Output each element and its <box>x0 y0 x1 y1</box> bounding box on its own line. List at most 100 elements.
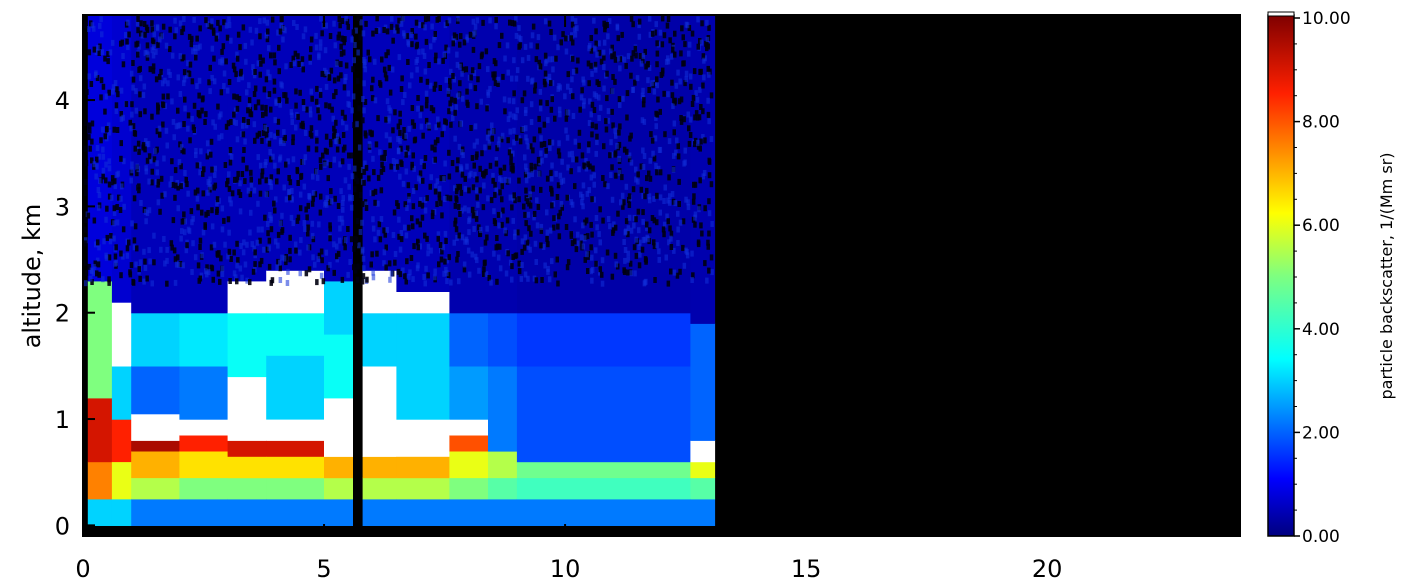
noise-speck <box>398 137 402 144</box>
noise-speck <box>204 211 208 218</box>
noise-speck <box>495 235 499 241</box>
noise-speck <box>460 234 465 241</box>
noise-speck <box>195 162 200 169</box>
noise-speck <box>387 115 391 122</box>
heatmap-cell <box>488 477 518 500</box>
heatmap-cell <box>516 477 692 500</box>
noise-speck <box>632 222 636 229</box>
noise-speck <box>503 176 508 183</box>
noise-speck <box>482 271 486 277</box>
noise-speck <box>598 266 602 273</box>
noise-speck <box>703 205 707 212</box>
noise-speck <box>84 217 88 223</box>
heatmap-cell <box>131 477 180 500</box>
noise-speck <box>111 84 116 91</box>
noise-speck <box>696 43 700 50</box>
noise-speck <box>507 149 512 156</box>
noise-speck <box>434 52 438 59</box>
noise-speck <box>528 246 532 253</box>
noise-speck <box>319 248 324 255</box>
noise-speck <box>280 254 284 261</box>
noise-speck <box>561 177 566 184</box>
noise-speck <box>497 42 502 49</box>
noise-speck <box>470 251 474 258</box>
heatmap-cell <box>227 456 267 479</box>
noise-speck <box>667 199 672 206</box>
noise-speck <box>107 193 112 200</box>
noise-speck <box>669 244 674 250</box>
noise-speck <box>655 219 659 226</box>
noise-speck <box>508 128 512 135</box>
noise-speck <box>256 99 261 106</box>
noise-speck <box>120 183 124 190</box>
heatmap-cell <box>111 365 132 420</box>
noise-speck <box>94 241 98 248</box>
noise-speck <box>311 236 316 243</box>
noise-speck <box>93 260 97 267</box>
noise-speck <box>684 70 689 77</box>
noise-speck <box>544 57 549 64</box>
noise-speck <box>496 254 501 261</box>
noise-speck <box>457 232 461 239</box>
noise-speck <box>278 28 283 35</box>
noise-speck <box>384 116 388 123</box>
noise-speck <box>468 31 473 38</box>
noise-speck <box>523 110 528 117</box>
noise-speck <box>307 194 312 201</box>
heatmap-cell <box>131 440 180 452</box>
noise-speck <box>354 175 358 182</box>
heatmap-cell <box>516 312 692 367</box>
heatmap-cell <box>396 477 450 500</box>
noise-speck <box>182 69 187 76</box>
noise-speck <box>302 220 307 226</box>
noise-speck <box>663 131 667 138</box>
noise-speck <box>641 164 646 170</box>
noise-speck <box>156 104 161 111</box>
noise-speck <box>116 170 121 177</box>
noise-speck <box>535 197 539 204</box>
noise-speck <box>474 215 479 222</box>
heatmap-cell <box>179 477 229 500</box>
noise-speck <box>465 34 469 41</box>
noise-speck <box>304 206 308 213</box>
noise-speck <box>332 132 336 139</box>
noise-speck <box>571 39 575 46</box>
noise-speck <box>142 278 146 285</box>
noise-speck <box>681 34 685 41</box>
noise-speck <box>472 226 476 232</box>
noise-speck <box>493 181 497 188</box>
noise-speck <box>548 227 553 234</box>
noise-speck <box>688 73 693 80</box>
noise-speck <box>410 41 414 48</box>
noise-speck <box>514 75 519 82</box>
noise-speck <box>407 224 411 231</box>
noise-speck <box>115 204 119 210</box>
noise-speck <box>186 70 191 77</box>
noise-speck <box>319 193 323 200</box>
noise-speck <box>176 254 180 261</box>
noise-speck <box>452 239 456 246</box>
noise-speck <box>258 178 262 185</box>
noise-speck <box>373 58 377 65</box>
noise-speck <box>159 246 163 253</box>
noise-speck <box>706 111 711 118</box>
noise-speck <box>399 86 404 92</box>
noise-speck <box>368 56 372 63</box>
noise-speck <box>320 257 324 264</box>
noise-speck <box>475 176 479 183</box>
noise-speck <box>438 242 443 248</box>
noise-speck <box>526 211 531 218</box>
noise-speck <box>695 96 700 103</box>
noise-speck <box>547 20 552 27</box>
noise-speck <box>276 29 280 36</box>
noise-speck <box>247 82 251 89</box>
noise-speck <box>318 209 323 216</box>
noise-speck <box>228 196 232 203</box>
noise-speck <box>340 219 345 226</box>
x-tick-label: 20 <box>1032 555 1063 582</box>
noise-speck <box>260 137 264 144</box>
noise-speck <box>247 97 252 104</box>
noise-speck <box>95 145 100 151</box>
noise-speck <box>430 213 435 220</box>
noise-speck <box>251 64 255 71</box>
